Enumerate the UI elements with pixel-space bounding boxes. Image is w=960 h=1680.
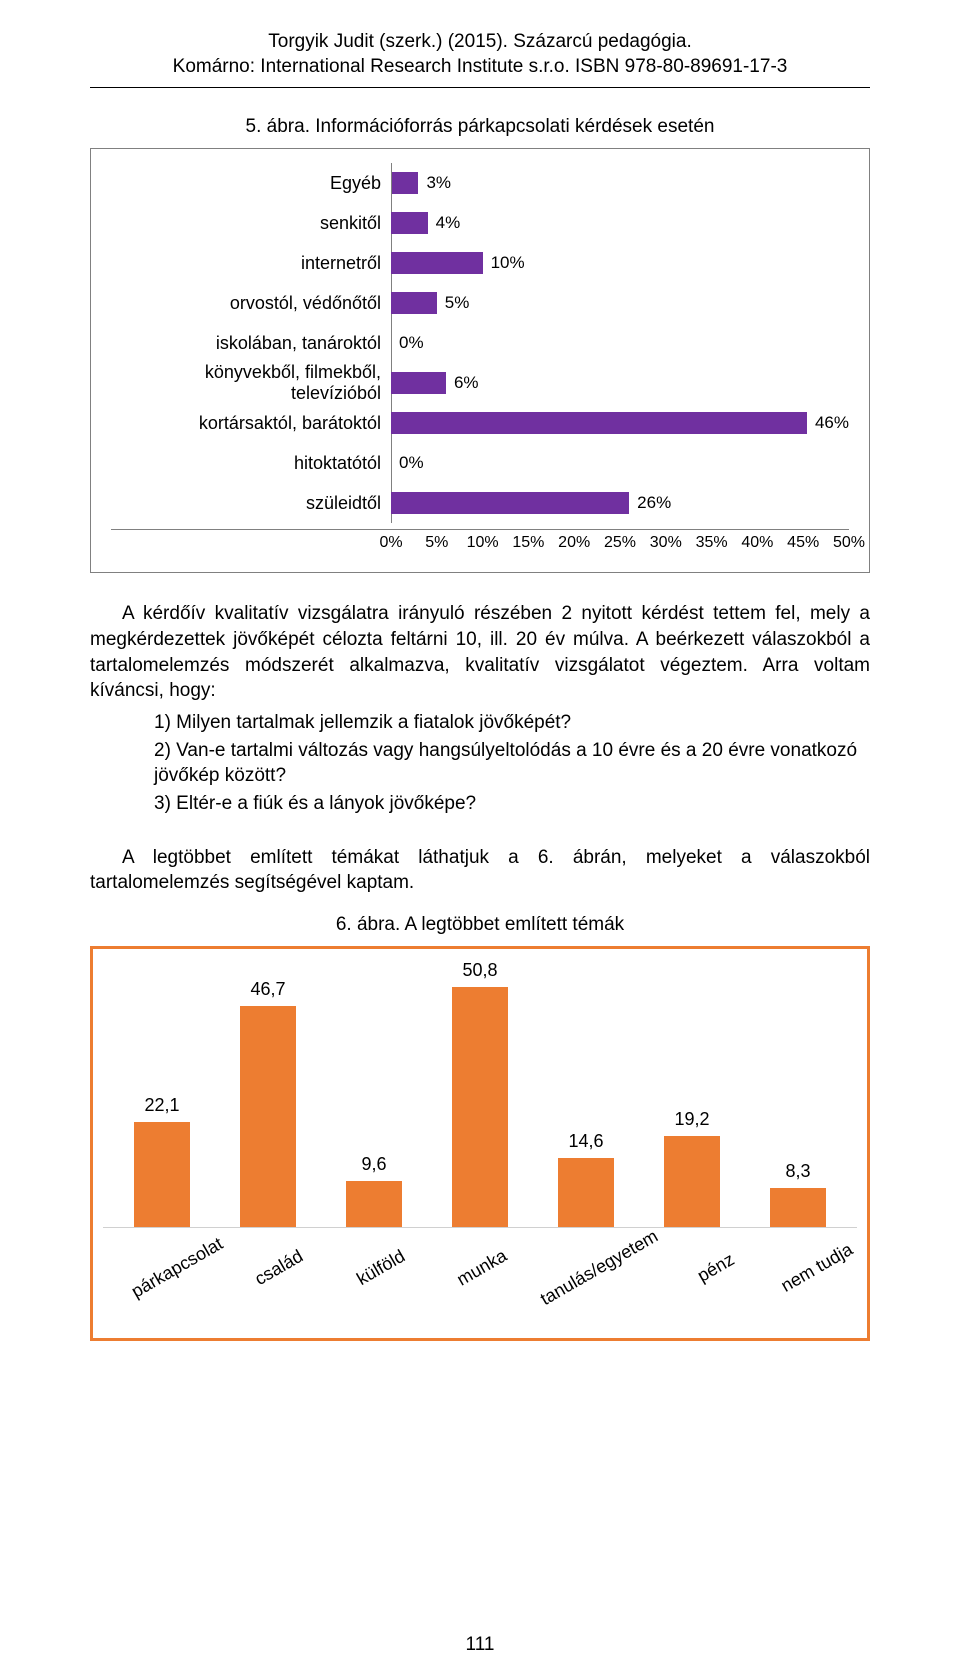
chart1-xtick-label: 25% [604, 534, 636, 552]
chart2-bar [664, 1136, 720, 1227]
chart1-bar-area: 6% [391, 363, 849, 403]
chart2-value-label: 22,1 [144, 1095, 179, 1116]
figure-2-chart: 22,146,79,650,814,619,28,3 párkapcsolatc… [103, 967, 857, 1328]
list-item-1: 1) Milyen tartalmak jellemzik a fiatalok… [154, 710, 870, 736]
chart2-bar [452, 987, 508, 1227]
chart1-category-label: iskolában, tanároktól [111, 333, 391, 354]
figure-2-plot: 22,146,79,650,814,619,28,3 [103, 967, 857, 1228]
chart1-xtick-label: 10% [467, 534, 499, 552]
list-item-2: 2) Van-e tartalmi változás vagy hangsúly… [154, 738, 870, 789]
chart1-row: szüleidtől 26% [111, 483, 849, 523]
figure-2-frame: 22,1 46,7 9,6 50,8 14,6 19,2 8,3 párkapcsolatc… [90, 946, 870, 1341]
chart1-xtick-label: 15% [512, 534, 544, 552]
chart1-bar [391, 412, 807, 434]
chart1-category-label: hitoktatótól [111, 453, 391, 474]
chart1-xaxis-spacer [111, 530, 391, 558]
header-line-2: Komárno: International Research Institut… [90, 55, 870, 80]
page: Torgyik Judit (szerk.) (2015). Százarcú … [0, 0, 960, 1680]
chart2-value-label: 8,3 [785, 1161, 810, 1182]
chart1-bar-area: 5% [391, 283, 849, 323]
chart2-value-label: 46,7 [250, 979, 285, 1000]
chart1-bar [391, 252, 483, 274]
chart1-bar-area: 46% [391, 403, 849, 443]
chart1-xaxis: 0%5%10%15%20%25%30%35%40%45%50% [111, 529, 849, 558]
chart1-row: hitoktatótól 0% [111, 443, 849, 483]
chart1-bar-area: 26% [391, 483, 849, 523]
figure-1-caption: 5. ábra. Információforrás párkapcsolati … [90, 116, 870, 138]
figure-2-xaxis: párkapcsolatcsaládkülföldmunkatanulás/eg… [103, 1238, 857, 1328]
chart2-value-label: 50,8 [462, 960, 497, 981]
chart1-category-label: Egyéb [111, 173, 391, 194]
chart1-bar-area: 0% [391, 443, 849, 483]
chart1-value-label: 5% [445, 293, 470, 313]
chart2-value-label: 14,6 [568, 1131, 603, 1152]
chart1-xaxis-ticks: 0%5%10%15%20%25%30%35%40%45%50% [391, 530, 849, 558]
chart1-bar [391, 492, 629, 514]
chart2-bar-group: 19,2 [639, 1109, 745, 1227]
chart1-bar-area: 10% [391, 243, 849, 283]
chart1-xtick-label: 35% [696, 534, 728, 552]
chart1-row: orvostól, védőnőtől 5% [111, 283, 849, 323]
list-item-3: 3) Eltér-e a fiúk és a lányok jövőképe? [154, 791, 870, 817]
chart2-bar [558, 1158, 614, 1227]
chart1-row: kortársaktól, barátoktól 46% [111, 403, 849, 443]
paragraph-1: A kérdőív kvalitatív vizsgálatra irányul… [90, 601, 870, 704]
chart1-category-label: könyvekből, filmekből, televízióból [111, 362, 391, 404]
chart1-row: internetről 10% [111, 243, 849, 283]
chart2-bar-group: 9,6 [321, 1154, 427, 1226]
chart1-row: senkitől 4% [111, 203, 849, 243]
chart1-category-label: internetről [111, 253, 391, 274]
figure-2-caption: 6. ábra. A legtöbbet említett témák [90, 914, 870, 936]
chart1-xtick-label: 30% [650, 534, 682, 552]
chart1-value-label: 26% [637, 493, 671, 513]
chart1-category-label: kortársaktól, barátoktól [111, 413, 391, 434]
chart2-bar-group: 22,1 [109, 1095, 215, 1226]
figure-1-chart: Egyéb 3% senkitől 4% internetről 10% orvostól,… [111, 163, 849, 558]
chart1-bar-area: 3% [391, 163, 849, 203]
chart1-bar-area: 4% [391, 203, 849, 243]
chart1-category-label: senkitől [111, 213, 391, 234]
chart1-xtick-label: 40% [741, 534, 773, 552]
chart2-bar-group: 14,6 [533, 1131, 639, 1227]
page-header: Torgyik Judit (szerk.) (2015). Százarcú … [90, 30, 870, 79]
figure-1-frame: Egyéb 3% senkitől 4% internetről 10% orvostól,… [90, 148, 870, 573]
paragraph-2: A legtöbbet említett témákat láthatjuk a… [90, 845, 870, 896]
chart1-xtick-label: 0% [379, 534, 402, 552]
header-rule [90, 87, 870, 88]
chart1-xtick-label: 20% [558, 534, 590, 552]
chart1-value-label: 0% [399, 333, 424, 353]
chart1-category-label: szüleidtől [111, 493, 391, 514]
chart2-bar [240, 1006, 296, 1227]
chart2-bar [134, 1122, 190, 1226]
chart2-bar-group: 50,8 [427, 960, 533, 1227]
header-line-1: Torgyik Judit (szerk.) (2015). Százarcú … [90, 30, 870, 55]
page-number: 111 [0, 1634, 960, 1656]
chart1-value-label: 46% [815, 413, 849, 433]
chart2-bar-group: 46,7 [215, 979, 321, 1227]
chart1-xtick-label: 50% [833, 534, 865, 552]
chart2-value-label: 19,2 [674, 1109, 709, 1130]
chart1-value-label: 0% [399, 453, 424, 473]
chart1-xtick-label: 45% [787, 534, 819, 552]
chart1-row: Egyéb 3% [111, 163, 849, 203]
chart1-value-label: 3% [426, 173, 451, 193]
chart1-bar-area: 0% [391, 323, 849, 363]
chart1-row: könyvekből, filmekből, televízióból 6% [111, 363, 849, 403]
chart1-row: iskolában, tanároktól 0% [111, 323, 849, 363]
chart1-category-label: orvostól, védőnőtől [111, 293, 391, 314]
chart1-bar [391, 372, 446, 394]
chart1-value-label: 6% [454, 373, 479, 393]
chart1-bar [391, 292, 437, 314]
chart2-value-label: 9,6 [361, 1154, 386, 1175]
chart1-value-label: 4% [436, 213, 461, 233]
chart1-bar [391, 172, 418, 194]
chart2-bar [770, 1188, 826, 1227]
chart1-bar [391, 212, 428, 234]
chart1-xtick-label: 5% [425, 534, 448, 552]
chart1-value-label: 10% [491, 253, 525, 273]
